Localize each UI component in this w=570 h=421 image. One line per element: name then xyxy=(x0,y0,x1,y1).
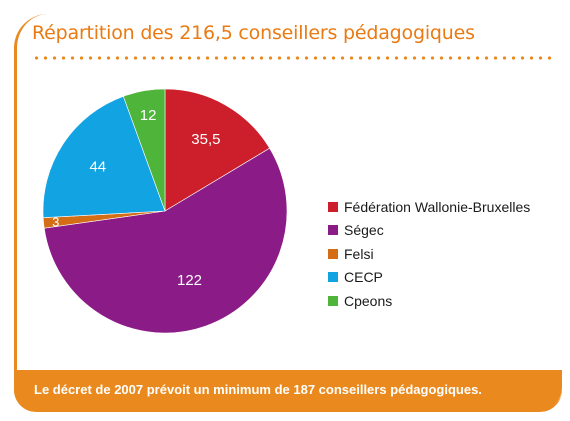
legend-swatch xyxy=(328,248,338,259)
legend-item: Cpeons xyxy=(328,289,530,313)
note-bar xyxy=(14,370,562,410)
legend-swatch xyxy=(328,272,338,283)
pie-slice-cecp xyxy=(42,95,166,218)
legend-item: Felsi xyxy=(328,242,530,266)
legend-item: Ségec xyxy=(328,219,530,243)
dotted-divider xyxy=(32,56,552,60)
slice-value-label: 3 xyxy=(52,215,59,230)
legend-swatch xyxy=(328,225,338,236)
slice-value-label: 35,5 xyxy=(191,131,220,148)
legend-item: CECP xyxy=(328,266,530,290)
chart-frame xyxy=(14,14,562,412)
legend-swatch xyxy=(328,295,338,306)
slice-value-label: 12 xyxy=(140,107,157,124)
legend-swatch xyxy=(328,201,338,212)
legend-label: Cpeons xyxy=(344,292,393,309)
pie-slice-segec xyxy=(43,147,288,334)
pie-slice-cpeons xyxy=(122,88,166,212)
note-text: Le décret de 2007 prévoit un minimum de … xyxy=(34,382,482,397)
legend-label: Felsi xyxy=(344,245,374,262)
slice-value-label: 122 xyxy=(177,272,202,289)
legend: Fédération Wallonie-Bruxelles Ségec Fels… xyxy=(328,195,530,313)
legend-label: Fédération Wallonie-Bruxelles xyxy=(344,198,531,215)
legend-item: Fédération Wallonie-Bruxelles xyxy=(328,195,530,219)
chart-title: Répartition des 216,5 conseillers pédago… xyxy=(32,22,475,44)
pie-slice-federation-wallonie-bruxelles xyxy=(164,88,271,212)
slice-value-label: 44 xyxy=(89,159,106,176)
legend-label: CECP xyxy=(344,269,383,286)
legend-label: Ségec xyxy=(344,222,384,239)
